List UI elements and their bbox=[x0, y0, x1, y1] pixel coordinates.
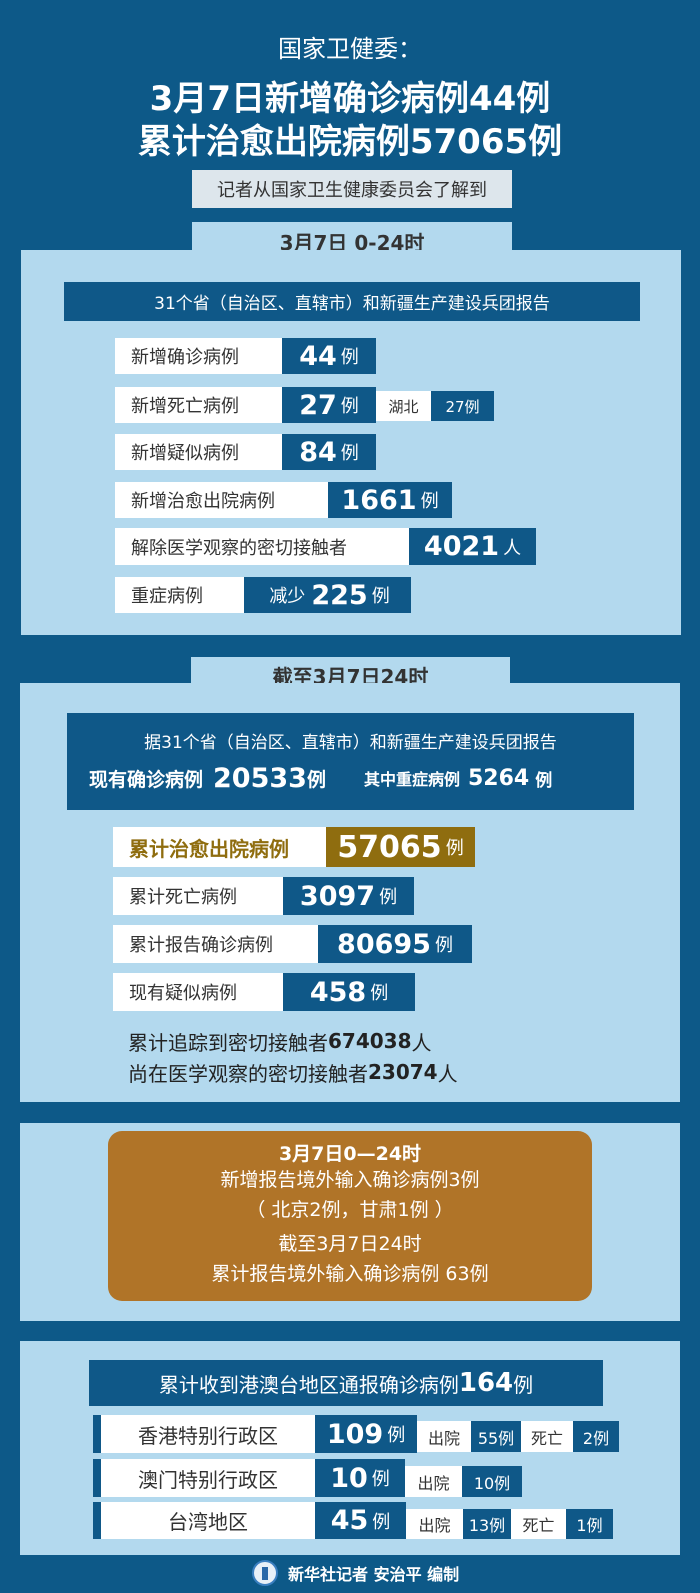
observed-contacts: 尚在医学观察的密切接触者 23074 人 bbox=[128, 1060, 458, 1086]
region-value: 45 例 bbox=[315, 1502, 406, 1539]
headline-2: 累计治愈出院病例57065例 bbox=[137, 121, 563, 162]
daily-tab bbox=[192, 222, 512, 252]
cumulative-banner: 据31个省（自治区、直辖市）和新疆生产建设兵团报告 现有确诊病例 20533 例… bbox=[67, 713, 634, 810]
row-stripe bbox=[93, 1502, 101, 1539]
current-value: 20533 bbox=[213, 762, 307, 794]
cum-row-value: 458 例 bbox=[283, 973, 415, 1011]
cum-row-label: 累计报告确诊病例 bbox=[113, 925, 318, 963]
daily-row-label: 新增治愈出院病例 bbox=[115, 482, 328, 518]
daily-row-label: 重症病例 bbox=[115, 577, 244, 613]
headline-1: 3月7日新增确诊病例44例 bbox=[149, 78, 551, 119]
cum-row-label: 现有疑似病例 bbox=[113, 973, 283, 1011]
cumulative-banner-text: 据31个省（自治区、直辖市）和新疆生产建设兵团报告 bbox=[144, 732, 557, 753]
recovered-value: 10例 bbox=[462, 1466, 522, 1497]
daily-banner: 31个省（自治区、直辖市）和新疆生产建设兵团报告 bbox=[64, 282, 640, 321]
row-stripe bbox=[93, 1415, 101, 1453]
daily-row-value: 1661 例 bbox=[328, 482, 452, 518]
daily-row-label: 新增疑似病例 bbox=[115, 434, 282, 470]
traced-contacts: 累计追踪到密切接触者 674038 人 bbox=[128, 1029, 432, 1055]
daily-row-value: 44 例 bbox=[282, 338, 376, 374]
death-label: 死亡 bbox=[521, 1421, 573, 1452]
xinhua-logo-icon bbox=[252, 1560, 278, 1586]
hubei-value: 27例 bbox=[431, 391, 494, 421]
imported-box: 3月7日0—24时 新增报告境外输入确诊病例3例 （ 北京2例，甘肃1例 ） 截… bbox=[108, 1131, 592, 1301]
daily-row-value: 84 例 bbox=[282, 434, 376, 470]
cumulative-tab bbox=[191, 657, 510, 687]
regions-banner: 累计收到港澳台地区通报确诊病例 164 例 bbox=[89, 1360, 603, 1406]
row-stripe bbox=[93, 1459, 101, 1497]
cum-row-value: 80695 例 bbox=[318, 925, 472, 963]
daily-row-value: 4021 人 bbox=[409, 528, 536, 565]
region-label: 香港特别行政区 bbox=[101, 1415, 315, 1453]
source-title: 国家卫健委： bbox=[278, 34, 422, 63]
death-value: 2例 bbox=[573, 1421, 619, 1452]
daily-row-label: 新增死亡病例 bbox=[115, 387, 282, 423]
cum-row-value: 57065 例 bbox=[326, 827, 475, 867]
region-label: 澳门特别行政区 bbox=[101, 1459, 315, 1497]
recovered-value: 55例 bbox=[471, 1421, 521, 1452]
daily-row-value: 27 例 bbox=[282, 387, 376, 423]
recovered-label: 出院 bbox=[406, 1509, 463, 1539]
hubei-label: 湖北 bbox=[376, 391, 431, 421]
recovered-value: 13例 bbox=[463, 1509, 511, 1539]
footer-credit: 新华社记者 安治平 编制 bbox=[252, 1558, 459, 1588]
cum-row-value: 3097 例 bbox=[283, 877, 414, 915]
region-value: 10 例 bbox=[315, 1459, 405, 1497]
subtitle: 记者从国家卫生健康委员会了解到 bbox=[192, 170, 512, 208]
daily-row-value: 减少 225 例 bbox=[244, 577, 411, 613]
recovered-label: 出院 bbox=[405, 1466, 462, 1497]
cum-row-label: 累计死亡病例 bbox=[113, 877, 283, 915]
current-label: 现有确诊病例 bbox=[89, 768, 204, 791]
daily-row-label: 新增确诊病例 bbox=[115, 338, 282, 374]
severe-label: 其中重症病例 bbox=[363, 770, 460, 789]
region-label: 台湾地区 bbox=[101, 1502, 315, 1539]
cum-row-label: 累计治愈出院病例 bbox=[113, 827, 326, 867]
death-value: 1例 bbox=[566, 1509, 613, 1539]
death-label: 死亡 bbox=[511, 1509, 566, 1539]
region-value: 109 例 bbox=[315, 1415, 417, 1453]
recovered-label: 出院 bbox=[417, 1421, 471, 1452]
daily-row-label: 解除医学观察的密切接触者 bbox=[115, 528, 409, 565]
severe-value: 5264 bbox=[467, 765, 530, 791]
